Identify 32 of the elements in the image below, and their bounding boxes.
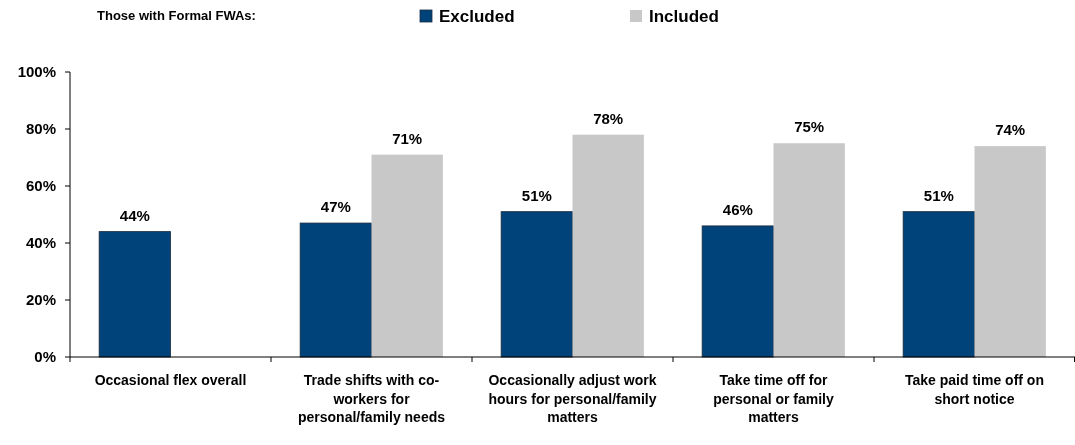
x-tick-label: Take paid time off on short notice [905,372,1044,407]
bar [974,146,1046,357]
bar [299,222,372,358]
bar [98,231,171,358]
data-label: 71% [392,129,423,147]
x-tick-label: Occasionally adjust work hours for personal/family matters [488,372,657,425]
x-tick-label: Trade shifts with co-workers for personal/family needs [297,372,446,425]
bar [371,154,443,357]
y-tick-label: 60% [25,177,56,195]
data-label: 51% [521,186,552,204]
bar [902,211,975,358]
x-tick-label: Occasional flex overall [94,372,247,388]
data-label: 47% [320,198,351,216]
data-label: 44% [119,206,150,224]
data-label: 74% [995,121,1026,139]
legend-label: Included [649,7,719,26]
y-tick-label: 40% [25,234,56,252]
y-tick-label: 0% [34,348,56,366]
legend-label: Excluded [439,7,515,26]
legend-title: Those with Formal FWAs: [97,8,256,23]
bar [500,211,573,358]
data-label: 51% [923,186,954,204]
data-label: 75% [794,118,825,136]
y-tick-label: 80% [25,120,56,138]
y-tick-label: 100% [17,63,56,81]
data-label: 46% [722,200,753,218]
bar [701,225,774,358]
bar [572,134,644,357]
bar [773,143,845,357]
y-tick-label: 20% [25,291,56,309]
data-label: 78% [593,109,624,127]
x-tick-label: Take time off for personal or family matters [713,372,835,425]
